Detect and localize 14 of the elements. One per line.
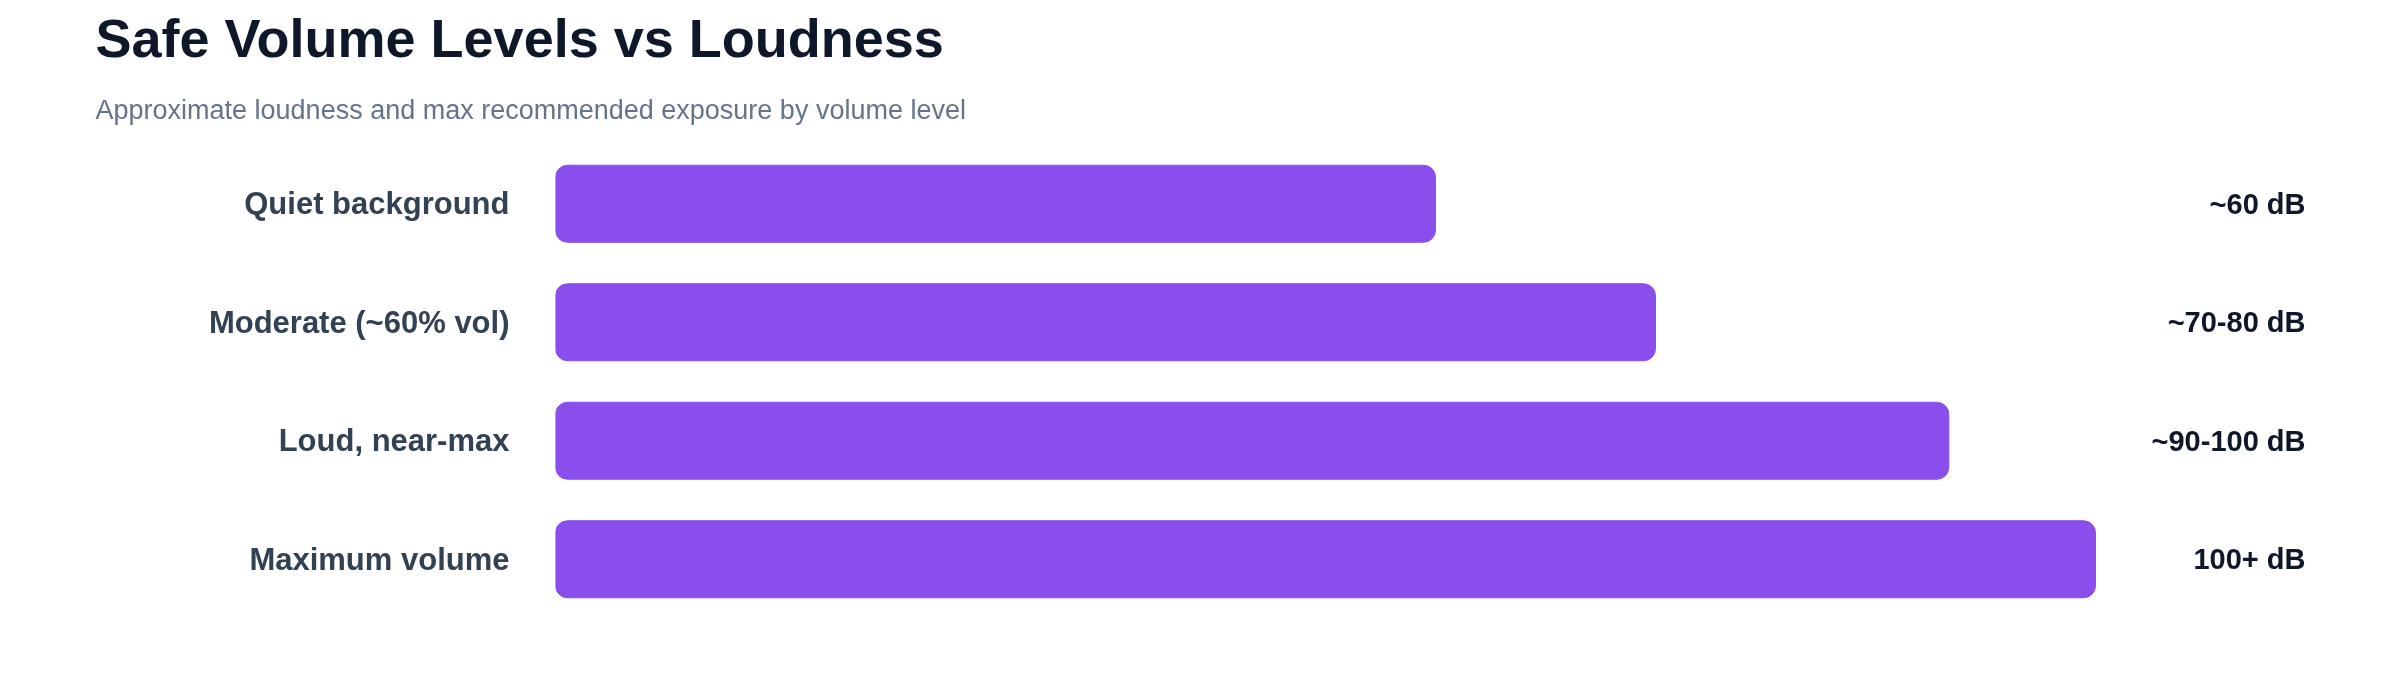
y-tick-label: Loud, near-max xyxy=(278,423,511,459)
y-tick-label: Moderate (~60% vol) xyxy=(208,304,510,340)
bar xyxy=(555,520,2096,599)
y-tick-label: Maximum volume xyxy=(249,541,510,577)
chart-title: Safe Volume Levels vs Loudness xyxy=(95,7,944,68)
data-label: ~60 dB xyxy=(2209,187,2306,220)
data-label: ~70-80 dB xyxy=(2167,306,2306,339)
data-label: ~90-100 dB xyxy=(2151,424,2306,457)
chart-subtitle: Approximate loudness and max recommended exposure by volume level xyxy=(95,94,966,125)
bar xyxy=(555,164,1436,243)
data-label: 100+ dB xyxy=(2193,543,2306,576)
y-tick-label: Quiet background xyxy=(244,186,510,222)
bar xyxy=(555,401,1950,480)
bar xyxy=(555,283,1656,362)
